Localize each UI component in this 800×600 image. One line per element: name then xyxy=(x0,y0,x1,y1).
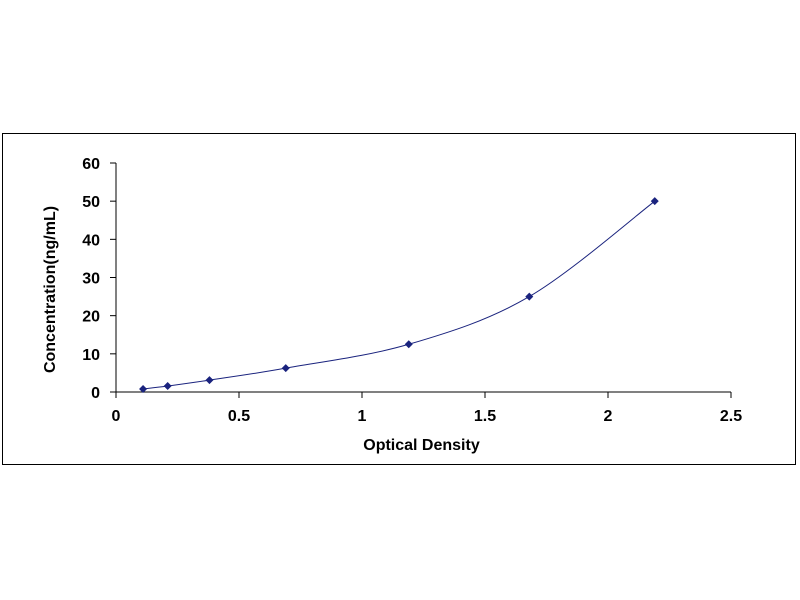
data-point-0 xyxy=(139,385,148,394)
data-point-2 xyxy=(205,376,214,385)
y-tick-label: 50 xyxy=(82,194,100,211)
x-tick-label: 2.5 xyxy=(720,408,742,425)
y-axis-title: Concentration(ng/mL) xyxy=(42,206,59,373)
y-tick-label: 0 xyxy=(91,385,100,402)
y-axis-ticks: 0 10 20 30 40 50 60 xyxy=(82,156,116,402)
data-point-4 xyxy=(404,340,413,349)
data-points xyxy=(139,197,659,394)
y-tick-label: 60 xyxy=(82,156,100,173)
x-tick-label: 0 xyxy=(112,408,121,425)
data-point-3 xyxy=(281,364,290,373)
x-tick-label: 1 xyxy=(358,408,367,425)
data-point-6 xyxy=(650,197,659,206)
y-tick-label: 30 xyxy=(82,271,100,288)
data-point-1 xyxy=(163,382,172,391)
x-tick-label: 1.5 xyxy=(474,408,496,425)
axes xyxy=(115,163,731,393)
y-tick-label: 20 xyxy=(82,309,100,326)
x-tick-label: 2 xyxy=(604,408,613,425)
x-axis-ticks: 0 0.5 1 1.5 2 2.5 xyxy=(112,392,742,425)
fit-curve xyxy=(142,200,656,390)
x-tick-label: 0.5 xyxy=(228,408,250,425)
data-point-5 xyxy=(525,292,534,301)
chart-frame: 0 0.5 1 1.5 2 2.5 0 10 20 30 40 50 60 Optical Densi… xyxy=(2,133,796,465)
y-tick-label: 10 xyxy=(82,347,100,364)
standard-curve-chart: 0 0.5 1 1.5 2 2.5 0 10 20 30 40 50 60 Optical Densi… xyxy=(42,156,742,454)
x-axis-title: Optical Density xyxy=(363,437,480,454)
y-tick-label: 40 xyxy=(82,232,100,249)
